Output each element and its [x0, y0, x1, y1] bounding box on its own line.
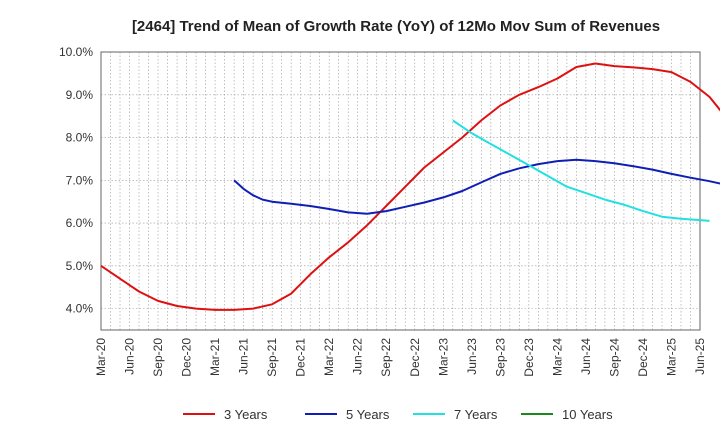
x-tick-label: Sep-24 [607, 338, 621, 377]
x-tick-label: Mar-22 [322, 338, 336, 376]
x-tick-label: Dec-24 [636, 338, 650, 377]
x-tick-label: Jun-22 [351, 338, 365, 375]
series-line [100, 62, 720, 311]
y-tick-label: 7.0% [66, 173, 94, 187]
x-tick-label: Sep-21 [265, 338, 279, 377]
x-tick-label: Mar-21 [208, 338, 222, 376]
plot-area [100, 51, 701, 331]
x-tick-label: Sep-23 [493, 338, 507, 377]
legend-label: 10 Years [562, 407, 613, 422]
y-axis: 4.0% 5.0% 6.0% 7.0% 8.0% 9.0% 10.0% [59, 45, 93, 316]
x-tick-label: Dec-21 [294, 338, 308, 377]
x-tick-label: Mar-23 [436, 338, 450, 376]
x-tick-label: Dec-23 [522, 338, 536, 377]
y-tick-label: 4.0% [66, 302, 94, 316]
y-tick-label: 9.0% [66, 88, 94, 102]
x-tick-label: Mar-25 [664, 338, 678, 376]
y-tick-label: 8.0% [66, 131, 94, 145]
series-line [233, 158, 720, 215]
chart-title: [2464] Trend of Mean of Growth Rate (YoY… [132, 18, 660, 35]
x-tick-label: Jun-23 [465, 338, 479, 375]
x-tick-label: Jun-21 [237, 338, 251, 375]
x-tick-label: Sep-22 [379, 338, 393, 377]
series-lines [100, 62, 720, 311]
legend-label: 3 Years [224, 407, 268, 422]
x-tick-label: Jun-25 [693, 338, 707, 375]
x-tick-label: Sep-20 [151, 338, 165, 377]
x-tick-label: Dec-20 [180, 338, 194, 377]
x-tick-label: Jun-24 [579, 338, 593, 375]
x-axis: Mar-20 Jun-20 Sep-20 Dec-20 Mar-21 Jun-21 Sep-… [94, 338, 707, 377]
x-tick-label: Jun-20 [123, 338, 137, 375]
x-tick-label: Mar-24 [550, 338, 564, 376]
legend-label: 5 Years [346, 407, 390, 422]
x-tick-label: Mar-20 [94, 338, 108, 376]
y-tick-label: 10.0% [59, 45, 93, 59]
legend-label: 7 Years [454, 407, 498, 422]
legend: 3 Years 5 Years 7 Years 10 Years [183, 407, 613, 422]
series-line [452, 119, 710, 222]
y-tick-label: 5.0% [66, 259, 94, 273]
y-tick-label: 6.0% [66, 216, 94, 230]
x-tick-label: Dec-22 [408, 338, 422, 377]
